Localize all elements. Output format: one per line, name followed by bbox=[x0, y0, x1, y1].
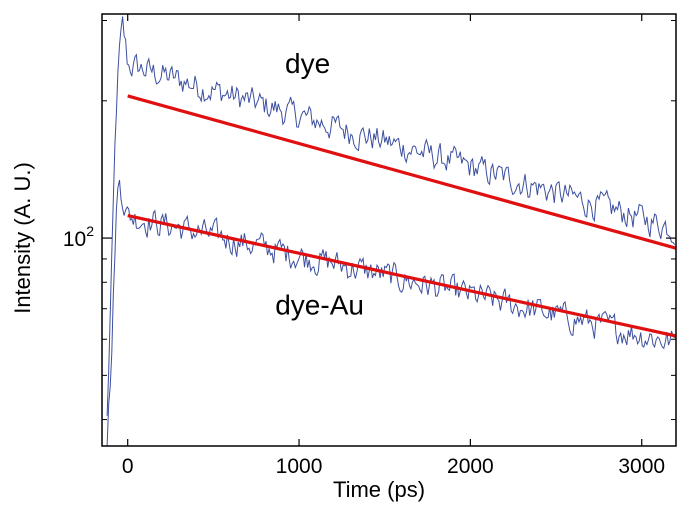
y-axis-label: Intensity (A. U.) bbox=[10, 162, 35, 314]
series-layer bbox=[106, 16, 677, 446]
annotation-layer: dye dye-Au bbox=[275, 48, 364, 320]
y-tick-label: 102 bbox=[63, 223, 94, 251]
x-axis-label: Time (ps) bbox=[333, 477, 425, 502]
plot-frame bbox=[101, 13, 677, 447]
y-ticks: 102 bbox=[63, 19, 676, 421]
annotation-1: dye-Au bbox=[275, 289, 364, 320]
fit-line-1 bbox=[127, 94, 677, 250]
data-trace-0 bbox=[106, 16, 676, 416]
x-tick-label: 1000 bbox=[276, 455, 323, 478]
x-tick-label: 2000 bbox=[447, 455, 494, 478]
x-tick-label: 3000 bbox=[618, 455, 665, 478]
x-tick-label: 0 bbox=[122, 455, 134, 478]
data-trace-2 bbox=[106, 179, 675, 446]
fit-line-3 bbox=[127, 214, 677, 338]
annotation-0: dye bbox=[285, 48, 330, 79]
x-ticks: 0 1000 2000 3000 bbox=[122, 14, 665, 478]
